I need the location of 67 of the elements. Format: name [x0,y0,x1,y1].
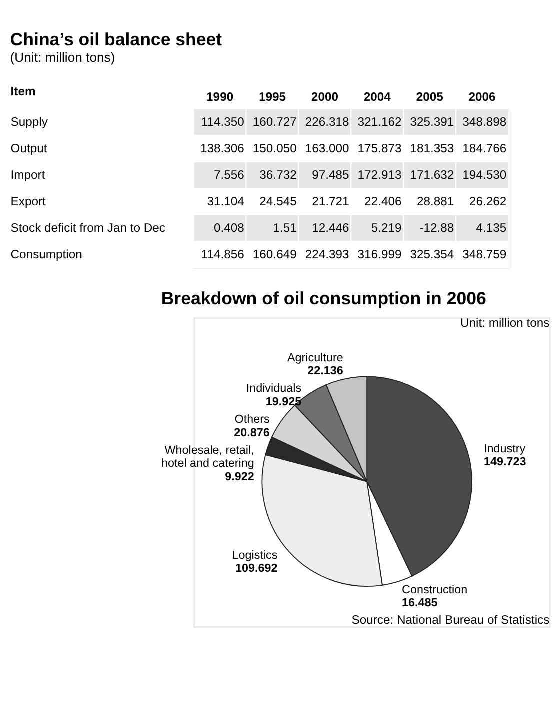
slice-label: Individuals [246,382,302,396]
data-label: 21.721 [312,194,350,209]
data-label: 5.219 [371,221,402,236]
data-label: 175.873 [358,141,402,156]
x-tick-label: 2005 [416,90,444,104]
data-label: 325.354 [410,248,454,262]
x-tick-label: 2006 [468,90,496,104]
data-label: 138.306 [200,141,245,156]
data-label: 226.318 [305,114,350,129]
data-label: 348.759 [462,248,507,262]
data-label: 181.353 [410,141,454,156]
y-axis-title: Item [10,84,36,98]
data-label: 12.446 [312,221,350,236]
slice-label: Industry [484,442,526,456]
slice-label: Logistics [232,548,278,562]
data-label: 224.393 [305,248,350,262]
slice-label: Others [234,413,270,426]
x-tick-label: 1995 [258,90,286,104]
data-label: 114.350 [201,114,245,129]
data-label: 149.723 [484,456,527,469]
slice-label: Wholesale, retail, hotel and catering [161,444,254,470]
data-label: 150.050 [252,141,298,156]
data-label: 194.530 [462,168,507,182]
data-label: 28.881 [416,194,454,209]
data-label: 0.408 [214,221,245,236]
data-label: 325.391 [410,114,454,129]
text: (Unit: million tons) [10,50,116,66]
data-label: 316.999 [358,248,402,262]
data-label: 22.406 [364,194,402,209]
data-label: 160.649 [252,248,298,262]
data-label: 16.485 [402,596,438,610]
data-label: 109.692 [236,562,278,575]
x-tick-label: 1990 [206,90,234,104]
data-label: 7.556 [214,168,245,182]
y-tick-label: Output [10,141,48,156]
data-label: 321.162 [358,114,402,129]
data-label: 22.136 [308,364,344,378]
data-label: 114.856 [201,248,245,262]
data-label: 36.732 [260,168,298,182]
data-label: 24.545 [260,194,298,209]
y-tick-label: Import [10,168,46,182]
data-label: 4.135 [476,221,507,236]
data-label: 172.913 [358,168,402,182]
data-label: 31.104 [207,194,245,209]
y-tick-label: Consumption [10,248,82,262]
y-tick-label: Stock deficit from Jan to Dec [10,221,166,236]
data-label: 97.485 [312,168,350,182]
slice-label: Construction [402,583,468,596]
x-tick-label: 2000 [311,90,339,104]
data-label: 171.632 [410,168,454,182]
y-tick-label: Export [10,194,47,209]
chart-title: Breakdown of oil consumption in 2006 [161,288,486,309]
y-tick-label: Supply [10,114,49,129]
data-label: 20.876 [234,426,270,440]
data-label: 26.262 [469,194,507,209]
text: Unit: million tons [460,316,550,330]
source-note: Source: National Bureau of Statistics [352,612,550,627]
data-label: 348.898 [462,114,507,129]
slice-label: Agriculture [287,351,344,364]
data-label: 160.727 [252,114,298,129]
data-label: -12.88 [420,221,454,236]
data-label: 163.000 [305,141,350,156]
data-label: 1.51 [273,221,298,236]
x-tick-label: 2004 [364,90,392,104]
data-label: 184.766 [462,141,507,156]
data-label: 9.922 [225,470,255,484]
chart-title: China’s oil balance sheet [10,29,222,50]
